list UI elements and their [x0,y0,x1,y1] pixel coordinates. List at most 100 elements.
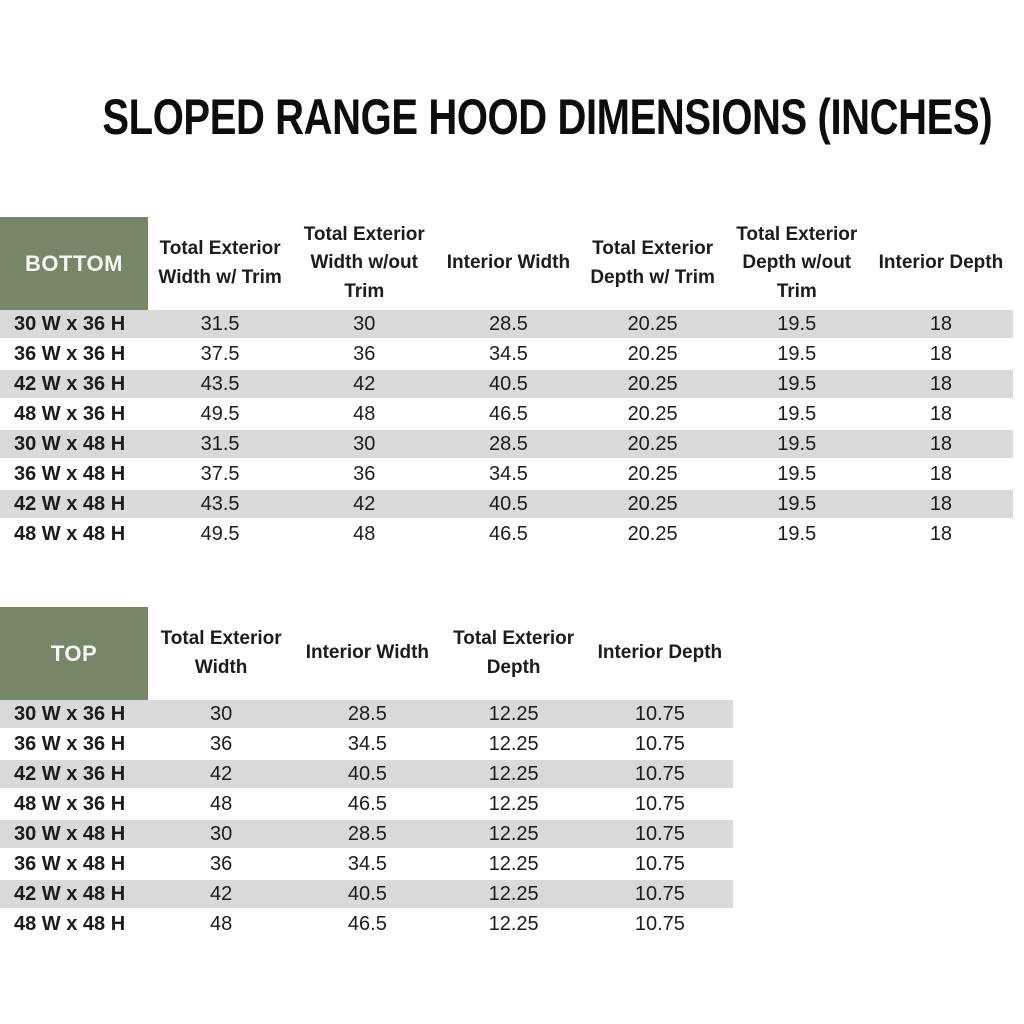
cell-value: 10.75 [634,882,685,905]
column-header: Interior Depth [878,252,1004,274]
cell-value: 20.25 [627,492,678,515]
cell-value: 46.5 [347,792,387,815]
cell-value: 36 [353,462,376,485]
cell-value: 34.5 [488,342,528,365]
cell-value: 31.5 [200,312,240,335]
cell-value: 20.25 [627,342,678,365]
column-header: Total Exterior Width w/ Trim [158,238,282,288]
cell-value: 12.25 [488,882,539,905]
cell-value: 37.5 [200,342,240,365]
column-header: Total Exterior Depth w/ Trim [590,238,715,288]
row-label: 42 W x 36 H [14,372,126,395]
table-row: 48 W x 36 H 48 46.5 12.25 10.75 [0,790,733,820]
cell-value: 40.5 [347,882,387,905]
cell-value: 12.25 [488,792,539,815]
table-row: 30 W x 36 H 30 28.5 12.25 10.75 [0,700,733,730]
cell-value: 18 [929,312,953,335]
cell-value: 31.5 [200,432,240,455]
page-title: SLOPED RANGE HOOD DIMENSIONS (INCHES) [102,89,993,145]
cell-value: 40.5 [347,762,387,785]
row-label: 42 W x 48 H [14,492,126,515]
cell-value: 10.75 [634,852,685,875]
cell-value: 43.5 [200,372,240,395]
cell-value: 12.25 [488,762,539,785]
table-row: 42 W x 48 H 42 40.5 12.25 10.75 [0,880,733,910]
cell-value: 20.25 [627,372,678,395]
cell-value: 48 [210,912,233,935]
row-label: 36 W x 48 H [14,462,126,485]
row-label: 48 W x 48 H [14,522,126,545]
cell-value: 19.5 [777,372,817,395]
cell-value: 19.5 [777,402,817,425]
column-header: Total Exterior Depth [453,628,575,678]
cell-value: 46.5 [488,522,528,545]
cell-value: 34.5 [488,462,528,485]
cell-value: 19.5 [777,462,817,485]
cell-value: 20.25 [627,312,678,335]
cell-value: 10.75 [634,912,685,935]
cell-value: 43.5 [200,492,240,515]
row-label: 30 W x 36 H [14,702,126,725]
row-label: 42 W x 36 H [14,762,126,785]
table-row: 30 W x 48 H 30 28.5 12.25 10.75 [0,820,733,850]
cell-value: 19.5 [777,312,817,335]
column-header: Total Exterior Depth w/out Trim [736,223,858,302]
top-section-label: TOP [0,607,148,700]
cell-value: 20.25 [627,432,678,455]
cell-value: 12.25 [488,702,539,725]
cell-value: 10.75 [634,822,685,845]
column-header: Interior Width [446,252,571,274]
cell-value: 12.25 [488,822,539,845]
cell-value: 10.75 [634,732,685,755]
cell-value: 18 [929,432,953,455]
cell-value: 48 [353,402,376,425]
cell-value: 49.5 [200,522,240,545]
bottom-section-label: BOTTOM [0,217,148,310]
cell-value: 30 [353,432,376,455]
cell-value: 42 [210,882,233,905]
cell-value: 18 [929,462,953,485]
cell-value: 10.75 [634,702,685,725]
column-header: Total Exterior Width w/out Trim [303,223,425,302]
cell-value: 28.5 [488,432,528,455]
table-row: 48 W x 36 H 49.5 48 46.5 20.25 19.5 18 [0,400,1013,430]
cell-value: 36 [210,732,233,755]
column-header: Interior Depth [597,642,723,664]
row-label: 30 W x 48 H [14,822,126,845]
cell-value: 48 [210,792,233,815]
cell-value: 10.75 [634,762,685,785]
cell-value: 18 [929,402,953,425]
table-row: 48 W x 48 H 48 46.5 12.25 10.75 [0,910,733,940]
cell-value: 19.5 [777,342,817,365]
cell-value: 18 [929,342,953,365]
row-label: 48 W x 48 H [14,912,126,935]
table-row: 36 W x 48 H 36 34.5 12.25 10.75 [0,850,733,880]
top-dimensions-table: TOP Total Exterior Width Interior Width Tot… [0,607,733,940]
cell-value: 48 [353,522,376,545]
column-header: Interior Width [305,642,430,664]
cell-value: 40.5 [488,492,528,515]
table-header-row: TOP Total Exterior Width Interior Width Tot… [0,607,733,700]
cell-value: 46.5 [488,402,528,425]
cell-value: 34.5 [347,732,387,755]
table-row: 36 W x 48 H 37.5 36 34.5 20.25 19.5 18 [0,460,1013,490]
row-label: 36 W x 36 H [14,732,126,755]
row-label: 36 W x 48 H [14,852,126,875]
row-label: 42 W x 48 H [14,882,126,905]
cell-value: 28.5 [347,822,387,845]
cell-value: 18 [929,372,953,395]
row-label: 30 W x 36 H [14,312,126,335]
bottom-dimensions-table: BOTTOM Total Exterior Width w/ Trim Total … [0,217,1013,550]
cell-value: 36 [210,852,233,875]
cell-value: 42 [210,762,233,785]
column-header: Total Exterior Width [160,628,282,678]
table-row: 42 W x 48 H 43.5 42 40.5 20.25 19.5 18 [0,490,1013,520]
cell-value: 18 [929,522,953,545]
cell-value: 28.5 [488,312,528,335]
table-row: 30 W x 36 H 31.5 30 28.5 20.25 19.5 18 [0,310,1013,340]
cell-value: 42 [353,372,376,395]
row-label: 48 W x 36 H [14,402,126,425]
cell-value: 28.5 [347,702,387,725]
table-row: 48 W x 48 H 49.5 48 46.5 20.25 19.5 18 [0,520,1013,550]
cell-value: 30 [210,702,233,725]
